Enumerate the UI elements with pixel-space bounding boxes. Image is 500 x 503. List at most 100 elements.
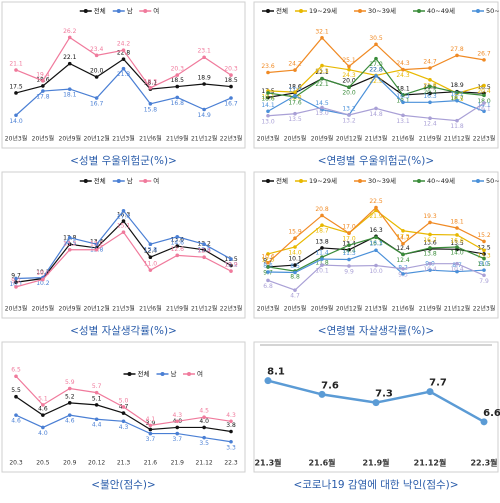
chart-title: <연령별 자살생각률(%)> [318,325,434,337]
data-label: 3.7 [146,436,156,443]
data-label: 16.3 [396,93,410,100]
data-label: 5.5 [11,387,21,394]
data-point [401,252,405,257]
data-label: 19.1 [261,93,275,100]
x-tick-label: 22년3월 [220,135,243,143]
data-point [374,42,378,47]
data-point [482,252,486,256]
data-label: 13.5 [450,240,464,247]
data-label: 5.0 [119,397,129,404]
data-point [318,390,326,398]
data-label: 18.5 [171,77,185,84]
data-point [41,413,45,417]
data-point [482,58,486,62]
data-point [175,431,180,436]
data-label: 22.8 [369,66,383,73]
data-point [428,220,432,225]
data-point [320,76,324,81]
chart-title: <불안(점수)> [91,479,155,491]
data-point [94,96,99,100]
data-label: 18.7 [450,95,464,102]
data-label: 11.8 [315,260,329,267]
data-point [482,248,486,253]
data-point [175,244,180,248]
data-point [67,235,72,240]
chart-panel: <성별 자살생각률(%)> 20년3월 20년5월 20년9월 20년12월 21년3월 2… [1,171,246,337]
data-point [175,84,180,89]
data-label: 18.9 [450,82,464,89]
data-point [401,113,405,118]
panel-frame [253,341,499,473]
data-point [202,415,206,419]
data-point [121,66,126,71]
data-label: 17.9 [288,86,302,93]
data-label: 12.6 [171,246,185,253]
data-label: 14.7 [396,234,410,241]
data-point [428,100,432,105]
legend-label: 40~49세 [427,176,455,185]
data-label: 17.5 [9,83,23,90]
data-point [148,427,153,432]
legend-marker [143,179,148,183]
x-tick-label: 20년12월 [336,305,362,313]
data-label: 13.2 [90,240,104,247]
x-tick-label: 21년12월 [444,305,470,313]
data-label: 24.3 [396,72,410,79]
data-label: 14.6 [171,239,185,246]
data-label: 16.1 [477,106,491,113]
data-label: 17.4 [117,213,131,220]
data-label: 3.5 [199,440,209,447]
data-point [401,67,405,72]
data-label: 16.8 [171,100,185,107]
data-point [175,425,180,430]
data-point [41,84,45,88]
data-point [94,53,99,58]
data-point [428,232,432,237]
data-label: 4.1 [146,416,156,423]
data-label: 23.6 [261,63,275,70]
data-point [121,419,126,424]
x-tick-label: 21년3월 [112,135,135,143]
data-point [229,96,233,100]
data-point [202,425,206,430]
data-label: 15.8 [144,106,158,113]
data-label: 23.4 [90,46,104,53]
data-label: 13.6 [423,239,437,246]
data-label: 22.1 [315,81,329,88]
x-tick-label: 21년3월 [365,135,388,143]
data-label: 10.2 [36,280,50,287]
data-label: 20.4 [477,88,491,95]
data-label: 27.8 [450,46,464,53]
x-tick-label: 20년5월 [284,305,307,313]
data-point [455,233,459,237]
data-point [148,423,153,428]
data-label: 24.3 [396,60,410,67]
x-tick-label: 21.12월 [414,458,447,468]
x-tick-label: 20년3월 [257,305,280,313]
data-point [401,228,405,233]
data-label: 14.5 [63,240,77,247]
data-point [428,66,432,70]
data-label: 3.7 [172,436,182,443]
data-label: 24.7 [423,59,437,66]
x-tick-label: 21.9 [171,460,185,467]
data-label: 19.3 [423,213,437,220]
data-point [94,390,99,395]
legend-marker [299,179,303,183]
data-point [67,401,72,405]
data-point [347,64,351,69]
data-point [428,246,432,250]
legend-marker [143,9,148,13]
data-label: 7.6 [321,380,339,391]
data-label: 15.0 [315,110,329,117]
data-label: 8.1 [267,367,285,378]
data-point [14,113,18,118]
data-point [428,261,432,266]
legend-marker [116,9,121,13]
data-label: 14.0 [9,118,23,125]
data-label: 17.0 [342,224,356,231]
x-tick-label: 21년3월 [112,305,135,313]
data-label: 13.8 [197,247,211,254]
data-label: 14.9 [197,112,211,119]
data-label: 21.3 [117,71,131,78]
